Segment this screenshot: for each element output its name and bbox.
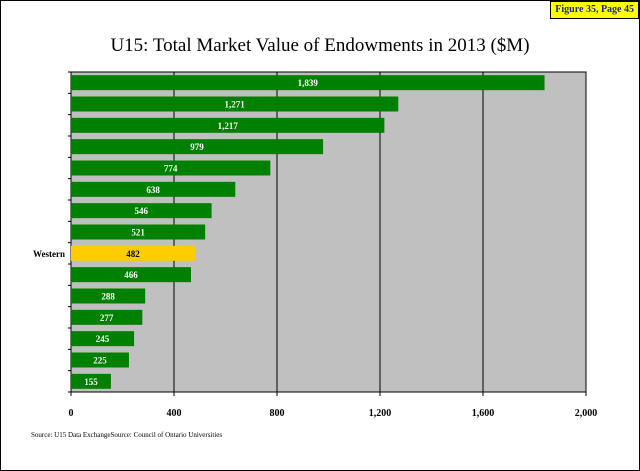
chart-title: U15: Total Market Value of Endowments in… [110, 35, 530, 56]
bar [71, 181, 236, 197]
y-category-label: Western [33, 249, 65, 259]
bar-value-label: 482 [126, 249, 140, 259]
x-tick-label: 1,200 [369, 408, 392, 419]
bar-value-labels: 1,839 1,271 1,217 979 774 638 546 521 482 466 288 2… [84, 78, 318, 387]
x-tick-label: 400 [167, 408, 182, 419]
bar [71, 267, 191, 283]
bar [71, 352, 129, 368]
bar-highlighted [71, 245, 196, 261]
bar [71, 75, 545, 91]
bars [71, 75, 545, 389]
x-tick-label: 2,000 [575, 408, 598, 419]
bar-value-label: 288 [101, 292, 115, 302]
bar [71, 373, 111, 389]
bar-value-label: 979 [190, 142, 204, 152]
x-tick-label: 800 [270, 408, 285, 419]
bar [71, 117, 385, 133]
bar-value-label: 1,839 [298, 78, 319, 88]
bar [71, 331, 135, 347]
bar-value-label: 225 [93, 356, 107, 366]
bar-value-label: 638 [146, 185, 160, 195]
x-tick-label: 1,600 [472, 408, 495, 419]
x-tick-label: 0 [69, 408, 74, 419]
source-note: Source: U15 Data ExchangeSource: Council… [31, 431, 223, 439]
bar [71, 309, 143, 325]
x-axis: 0 400 800 1,200 1,600 2,000 [69, 392, 598, 419]
bar-value-label: 277 [100, 313, 114, 323]
bar [71, 203, 212, 219]
bar-value-label: 521 [131, 228, 145, 238]
bar [71, 224, 206, 240]
bar-value-label: 1,271 [225, 100, 246, 110]
bar [71, 96, 399, 112]
bar-value-label: 466 [124, 270, 138, 280]
bar [71, 160, 271, 176]
bar-value-label: 155 [84, 377, 98, 387]
bar [71, 139, 324, 155]
bar [71, 288, 146, 304]
bar-value-label: 1,217 [218, 121, 239, 131]
figure-tag: Figure 35, Page 45 [550, 1, 639, 19]
y-axis: Western [33, 71, 71, 393]
bar-value-label: 245 [96, 334, 110, 344]
bar-value-label: 774 [164, 164, 178, 174]
bar-value-label: 546 [135, 206, 149, 216]
